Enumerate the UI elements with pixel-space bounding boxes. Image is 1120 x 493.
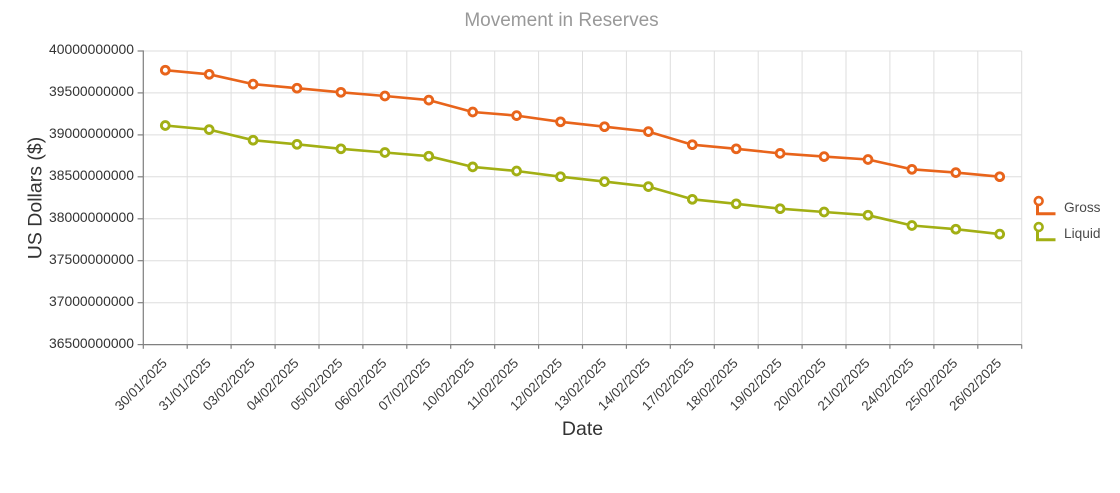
svg-text:37000000000: 37000000000 — [49, 293, 134, 309]
svg-text:39000000000: 39000000000 — [49, 125, 134, 141]
svg-text:Gross: Gross — [1064, 200, 1101, 215]
svg-text:US Dollars ($): US Dollars ($) — [24, 137, 46, 259]
svg-text:Liquid: Liquid — [1064, 226, 1101, 241]
svg-text:37500000000: 37500000000 — [49, 251, 134, 267]
svg-text:39500000000: 39500000000 — [49, 83, 134, 99]
svg-text:38500000000: 38500000000 — [49, 167, 134, 183]
svg-text:Date: Date — [562, 418, 603, 440]
svg-text:38000000000: 38000000000 — [49, 209, 134, 225]
svg-text:36500000000: 36500000000 — [49, 335, 134, 351]
svg-text:Movement in Reserves: Movement in Reserves — [464, 10, 658, 31]
svg-text:40000000000: 40000000000 — [49, 41, 134, 57]
